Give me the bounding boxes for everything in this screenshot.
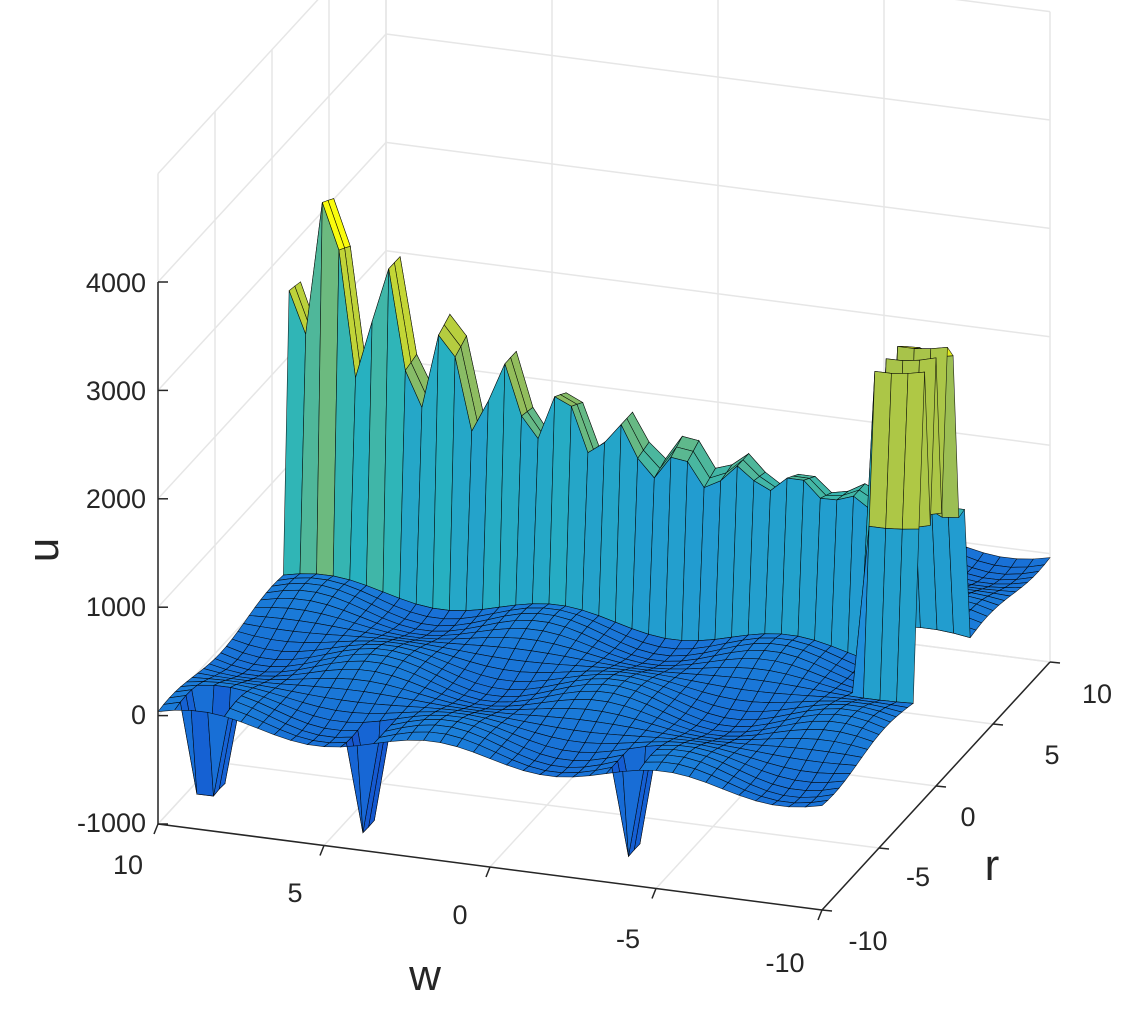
x-tick-label: 10 <box>113 850 143 880</box>
x-tick <box>651 888 657 899</box>
y-tick-label: 10 <box>1082 679 1112 709</box>
ticks <box>153 281 1061 921</box>
x-tick <box>319 845 325 856</box>
y-tick-label: 0 <box>960 802 975 832</box>
z-axis-label: u <box>19 538 68 562</box>
grid-line <box>214 761 880 849</box>
x-tick <box>485 866 491 878</box>
y-tick <box>1049 661 1061 664</box>
y-tick <box>878 847 890 850</box>
y-tick-labels: 10 5 0 -5 -10 <box>848 679 1112 956</box>
surface-mesh <box>157 198 1051 858</box>
surface-patch <box>804 799 829 808</box>
y-tick <box>821 909 833 912</box>
x-tick-label: 5 <box>287 878 302 908</box>
y-tick-label: 5 <box>1044 740 1059 770</box>
y-tick-label: -10 <box>848 926 887 956</box>
x-tick-labels: 10 5 0 -5 -10 <box>113 850 805 978</box>
y-axis-label: r <box>985 841 1000 890</box>
x-tick <box>817 909 823 921</box>
x-axis-label: w <box>408 951 441 1000</box>
x-tick-label: 0 <box>452 900 467 930</box>
z-tick-label: 3000 <box>86 376 146 406</box>
y-tick-label: -5 <box>906 862 930 892</box>
z-tick-labels: 4000 3000 2000 1000 0 -1000 <box>77 268 146 838</box>
x-tick <box>153 823 159 835</box>
x-tick-label: -5 <box>616 924 640 954</box>
x-tick-label: -10 <box>765 948 804 978</box>
z-tick-label: 4000 <box>86 268 146 298</box>
z-tick-label: 2000 <box>86 484 146 514</box>
y-tick <box>992 723 1004 726</box>
z-tick-label: 1000 <box>86 592 146 622</box>
z-tick-label: -1000 <box>77 808 146 838</box>
z-tick-label: 0 <box>131 700 146 730</box>
y-tick <box>935 785 947 788</box>
